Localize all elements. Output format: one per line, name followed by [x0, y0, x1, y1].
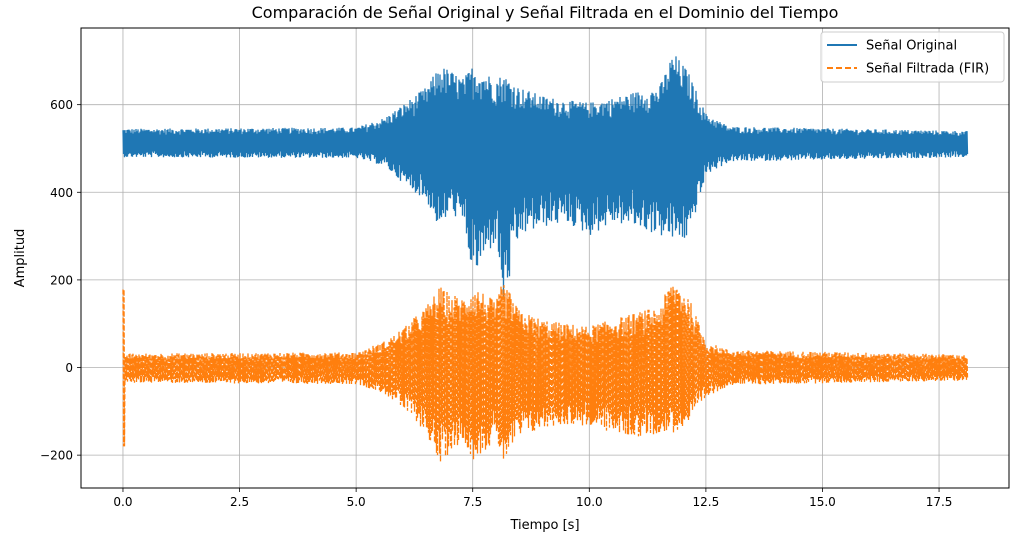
- y-tick-label: 600: [50, 98, 73, 112]
- legend-frame: [820, 31, 1005, 83]
- legend: Señal Original Señal Filtrada (FIR): [820, 31, 1005, 83]
- x-tick-label: 17.5: [926, 495, 953, 509]
- y-tick-label: 0: [65, 361, 73, 375]
- x-tick-label: 10.0: [576, 495, 603, 509]
- x-tick-label: 7.5: [463, 495, 482, 509]
- series-line-filtered: [122, 285, 969, 462]
- y-axis-label: Amplitud: [13, 229, 28, 288]
- legend-label-original: Señal Original: [866, 39, 957, 54]
- y-tick-label: −200: [40, 449, 73, 463]
- series-layer: [122, 56, 969, 462]
- x-tick-label: 15.0: [809, 495, 836, 509]
- plot-area-frame: [80, 27, 1010, 489]
- x-tick-label: 12.5: [693, 495, 720, 509]
- x-tick-label: 5.0: [347, 495, 366, 509]
- y-tick-label: 400: [50, 186, 73, 200]
- x-axis: 0.0 2.5 5.0 7.5 10.0 12.5 15.0 17.5: [113, 488, 952, 509]
- legend-label-filtered: Señal Filtrada (FIR): [866, 62, 989, 77]
- y-axis: −200 0 200 400 600: [40, 98, 81, 463]
- series-line-original: [122, 56, 969, 299]
- x-axis-label: Tiempo [s]: [509, 518, 579, 533]
- y-tick-label: 200: [50, 273, 73, 287]
- x-tick-label: 2.5: [230, 495, 249, 509]
- x-tick-label: 0.0: [113, 495, 132, 509]
- chart-title: Comparación de Señal Original y Señal Fi…: [252, 3, 839, 22]
